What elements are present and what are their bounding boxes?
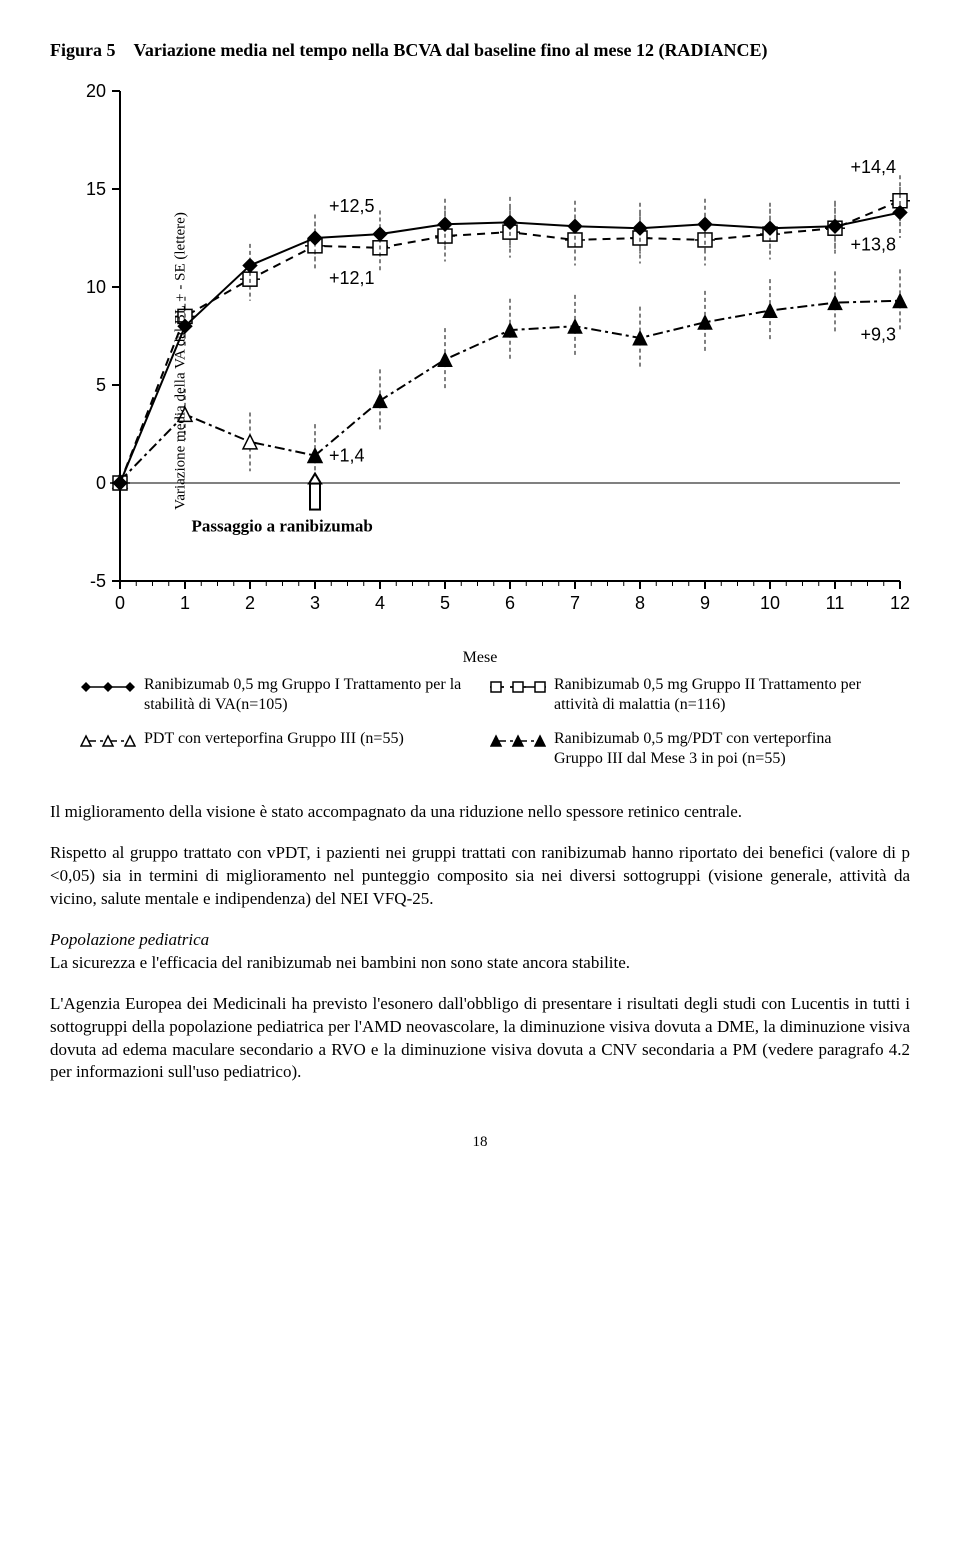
- svg-text:8: 8: [635, 593, 645, 613]
- svg-text:+9,3: +9,3: [860, 325, 896, 345]
- legend-text: PDT con verteporfina Gruppo III (n=55): [144, 729, 470, 749]
- svg-text:6: 6: [505, 593, 515, 613]
- paragraph: Popolazione pediatrica La sicurezza e l'…: [50, 929, 910, 975]
- svg-text:3: 3: [310, 593, 320, 613]
- svg-text:2: 2: [245, 593, 255, 613]
- legend-item-group2: Ranibizumab 0,5 mg Gruppo II Trattamento…: [490, 675, 880, 715]
- paragraph: Rispetto al gruppo trattato con vPDT, i …: [50, 842, 910, 911]
- triangle-filled-icon: [490, 731, 546, 751]
- y-axis-label: Variazione media della VA dal BL + - SE …: [172, 212, 189, 510]
- legend-item-group3a: PDT con verteporfina Gruppo III (n=55): [80, 729, 470, 751]
- svg-text:0: 0: [96, 473, 106, 493]
- x-axis-label: Mese: [50, 649, 910, 667]
- svg-text:9: 9: [700, 593, 710, 613]
- legend-text: Ranibizumab 0,5 mg/PDT con verteporfina …: [554, 729, 880, 769]
- svg-text:10: 10: [760, 593, 780, 613]
- page-number: 18: [50, 1134, 910, 1151]
- svg-text:10: 10: [86, 277, 106, 297]
- chart-container: Variazione media della VA dal BL + - SE …: [50, 81, 910, 641]
- svg-text:5: 5: [440, 593, 450, 613]
- svg-text:+1,4: +1,4: [329, 446, 365, 466]
- svg-text:Passaggio a ranibizumab: Passaggio a ranibizumab: [192, 517, 373, 536]
- svg-text:+12,5: +12,5: [329, 196, 375, 216]
- svg-text:4: 4: [375, 593, 385, 613]
- svg-text:11: 11: [826, 593, 845, 613]
- paragraph: L'Agenzia Europea dei Medicinali ha prev…: [50, 993, 910, 1085]
- paragraph: Il miglioramento della visione è stato a…: [50, 801, 910, 824]
- square-open-icon: [490, 677, 546, 697]
- legend-text: Ranibizumab 0,5 mg Gruppo I Trattamento …: [144, 675, 470, 715]
- legend: Ranibizumab 0,5 mg Gruppo I Trattamento …: [70, 675, 890, 783]
- svg-text:-5: -5: [90, 571, 106, 591]
- svg-text:12: 12: [890, 593, 910, 613]
- svg-text:5: 5: [96, 375, 106, 395]
- triangle-open-icon: [80, 731, 136, 751]
- legend-item-group1: Ranibizumab 0,5 mg Gruppo I Trattamento …: [80, 675, 470, 715]
- figure-caption: Figura 5 Variazione media nel tempo nell…: [50, 40, 910, 61]
- svg-text:+12,1: +12,1: [329, 268, 375, 288]
- paragraph-body: La sicurezza e l'efficacia del ranibizum…: [50, 953, 630, 972]
- paragraph-heading: Popolazione pediatrica: [50, 930, 209, 949]
- svg-text:0: 0: [115, 593, 125, 613]
- svg-text:+13,8: +13,8: [850, 235, 896, 255]
- legend-text: Ranibizumab 0,5 mg Gruppo II Trattamento…: [554, 675, 880, 715]
- svg-text:20: 20: [86, 81, 106, 101]
- legend-item-group3b: Ranibizumab 0,5 mg/PDT con verteporfina …: [490, 729, 880, 769]
- svg-text:15: 15: [86, 179, 106, 199]
- svg-text:1: 1: [180, 593, 190, 613]
- svg-text:7: 7: [570, 593, 580, 613]
- figure-caption-label: Figura 5: [50, 40, 116, 60]
- body-text: Il miglioramento della visione è stato a…: [50, 801, 910, 1084]
- figure-caption-text: Variazione media nel tempo nella BCVA da…: [134, 40, 768, 60]
- diamond-filled-icon: [80, 677, 136, 697]
- svg-text:+14,4: +14,4: [850, 157, 896, 177]
